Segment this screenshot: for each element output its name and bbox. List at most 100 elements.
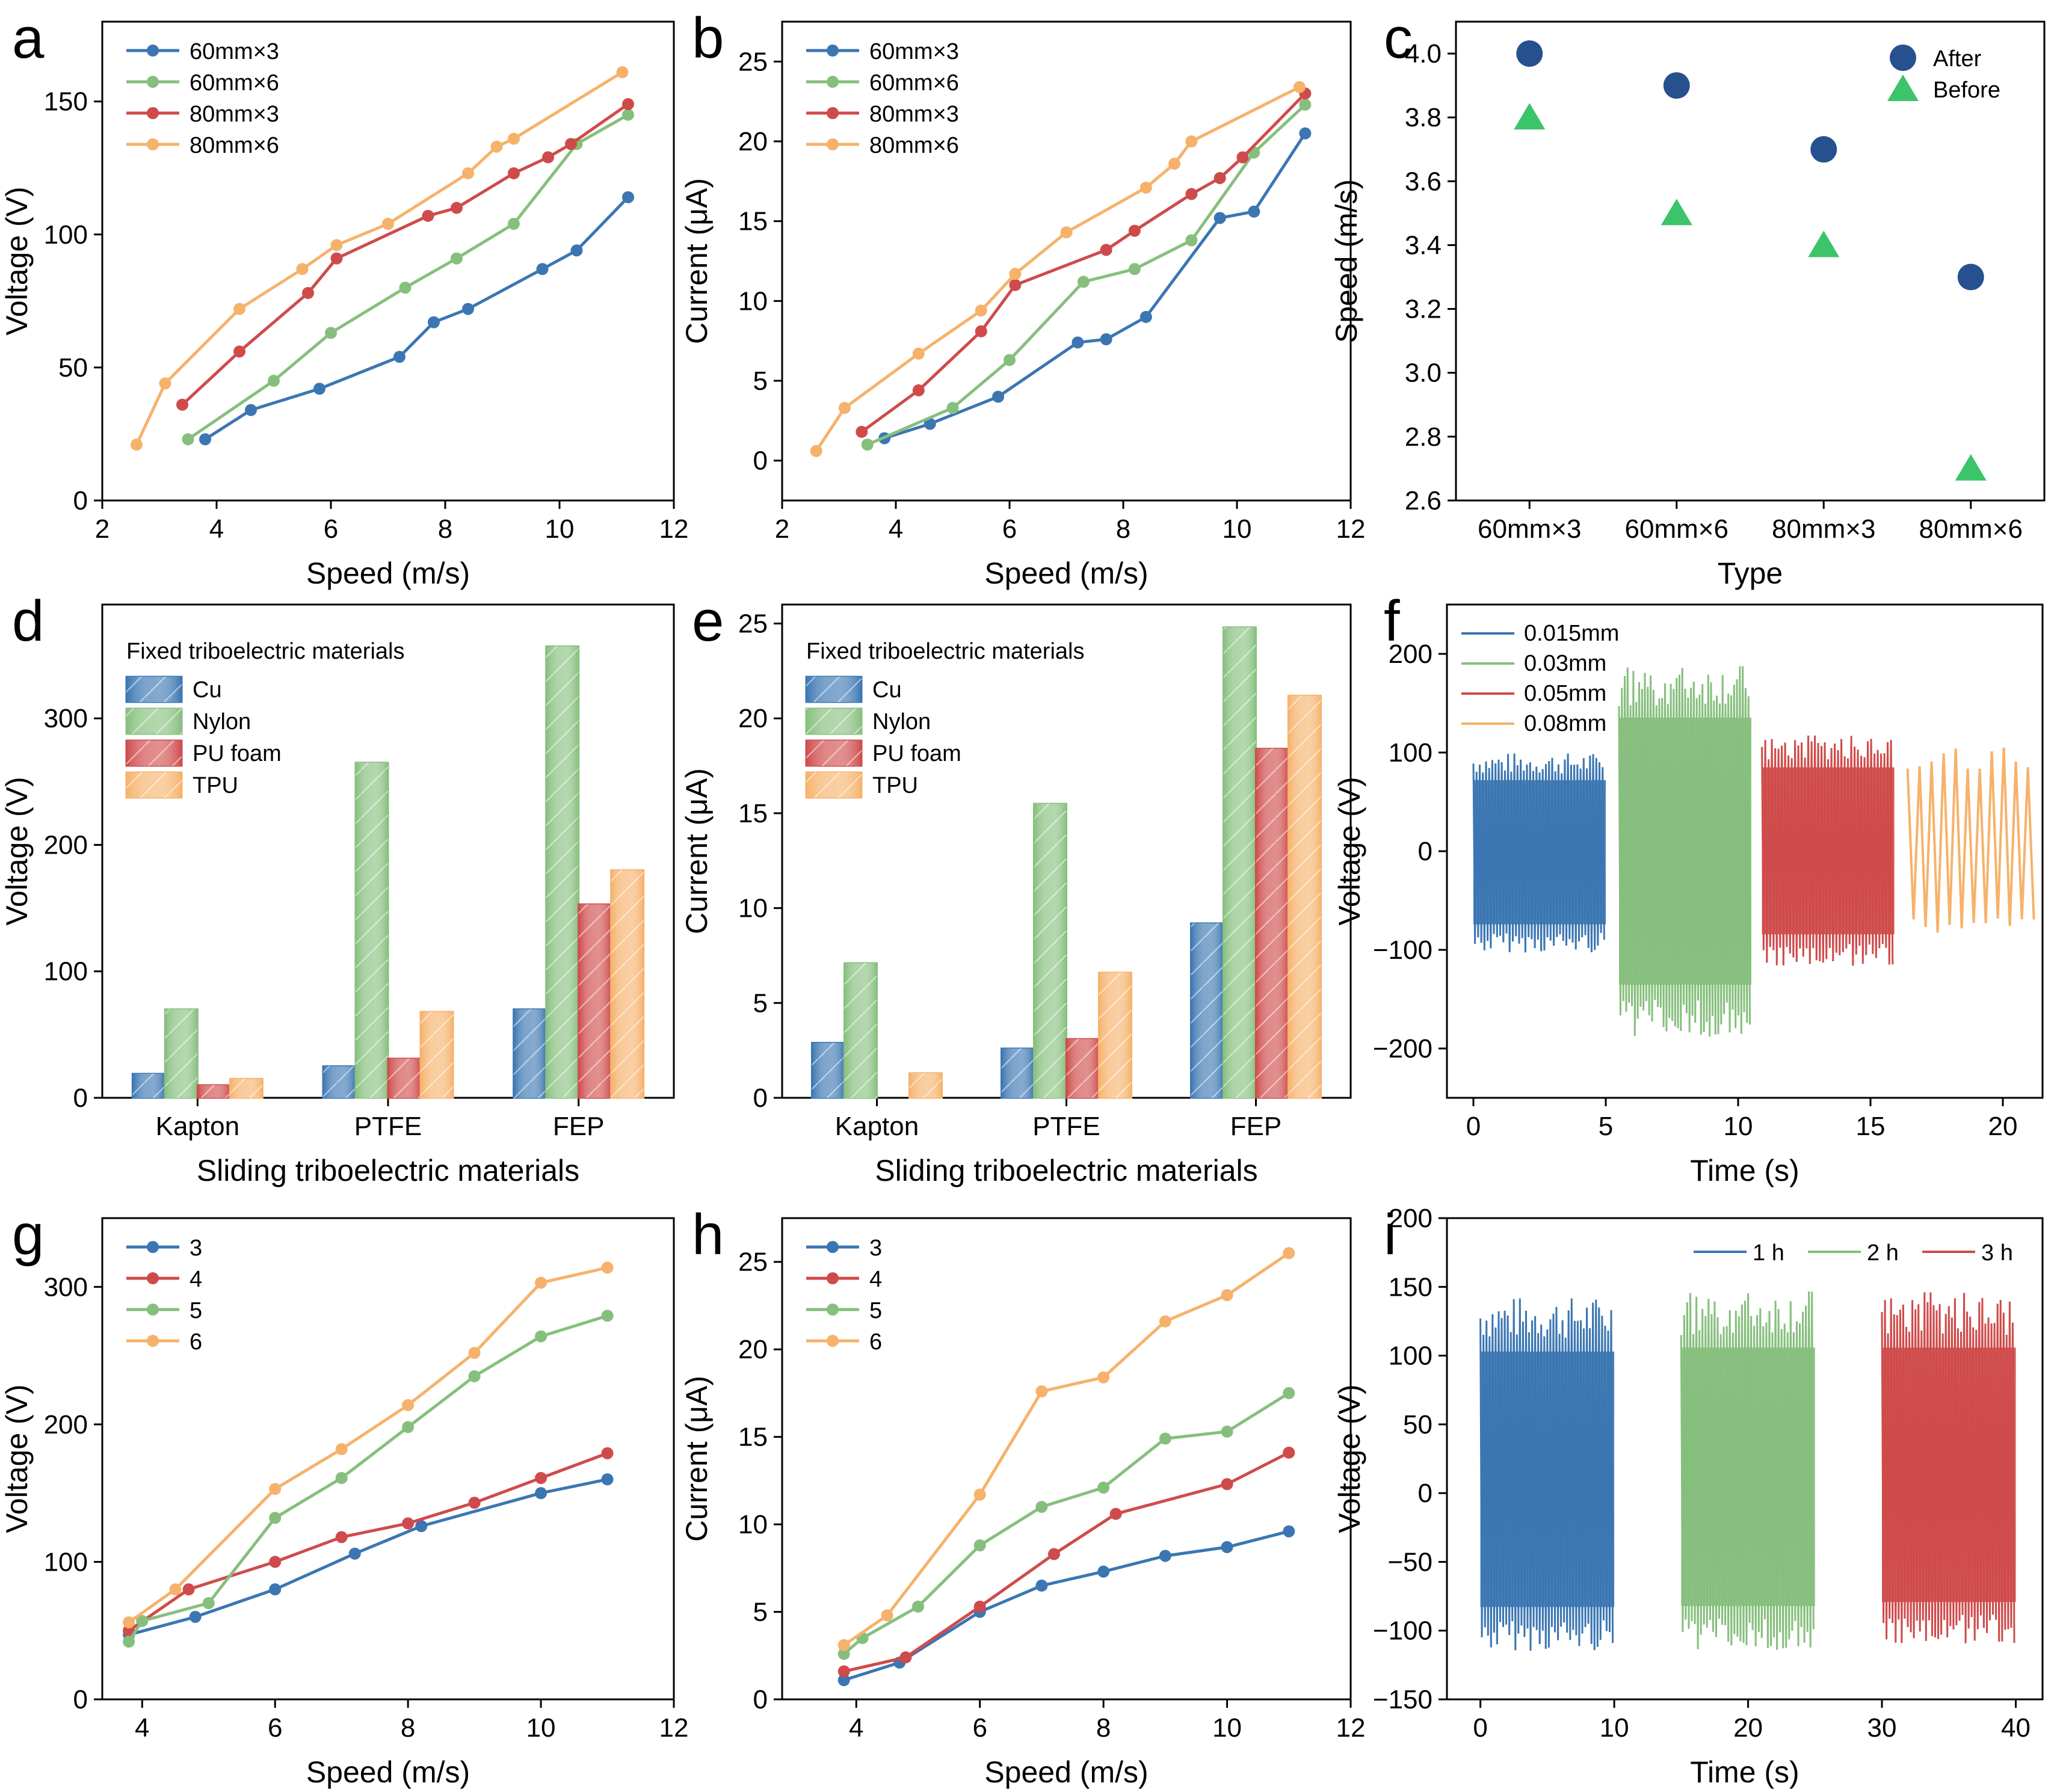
series-80mm×3 [176, 98, 634, 411]
legend-swatch-hatch [126, 709, 182, 734]
data-point [899, 1651, 912, 1664]
data-point [1663, 72, 1690, 99]
x-tick-label: Kapton [835, 1112, 919, 1141]
bar [908, 1072, 943, 1099]
series-5 [837, 1387, 1295, 1660]
data-point [837, 1674, 850, 1686]
data-point [1661, 199, 1692, 226]
y-tick-label: 100 [1389, 738, 1432, 768]
data-point [1236, 151, 1249, 164]
legend-item: 60mm×6 [806, 70, 959, 96]
y-tick-label: 3.0 [1405, 359, 1442, 388]
bar [610, 869, 645, 1099]
bar [1288, 694, 1322, 1099]
bar [1255, 748, 1289, 1099]
data-point [861, 439, 874, 451]
x-axis-title: Speed (m/s) [306, 556, 470, 590]
legend-swatch-marker [827, 1241, 839, 1253]
plot-frame [781, 1217, 1352, 1701]
bar [131, 1073, 166, 1099]
data-point [535, 1276, 547, 1289]
data-point [1047, 1548, 1060, 1560]
data-point [508, 132, 520, 145]
data-point [176, 398, 188, 411]
data-point [1159, 1315, 1171, 1328]
signal-trace [1906, 747, 2035, 933]
legend-label: TPU [193, 773, 238, 798]
signal-trace [1618, 666, 1751, 1037]
y-tick-label: 20 [738, 704, 768, 733]
series-5 [123, 1310, 614, 1648]
y-axis-title: Voltage (V) [1333, 777, 1366, 925]
data-point [856, 425, 868, 438]
data-point [881, 1609, 893, 1622]
legend-swatch-marker [147, 107, 159, 119]
x-tick-label: 12 [1336, 514, 1366, 544]
data-point [1283, 1387, 1295, 1399]
bar [545, 645, 580, 1099]
legend-swatch-hatch [126, 677, 182, 702]
legend-swatch-marker [147, 1304, 159, 1316]
data-point [330, 239, 343, 251]
data-point [325, 327, 337, 339]
data-point [402, 1517, 415, 1530]
data-point [233, 345, 245, 358]
data-point [1139, 181, 1152, 194]
panel-label: b [692, 6, 724, 70]
series-line [128, 1452, 608, 1632]
x-tick-label: 8 [1096, 1713, 1111, 1743]
y-tick-label: 300 [44, 1272, 88, 1302]
data-point [1128, 224, 1141, 237]
data-point [1221, 1478, 1233, 1491]
y-tick-label: −200 [1373, 1034, 1432, 1064]
data-point [946, 402, 959, 414]
x-tick-label: 20 [1733, 1713, 1763, 1743]
panel-c: 2.6 2.8 3.0 3.2 3.4 3.6 3.8 4.0 Type Speed (m/s) c… [1330, 6, 2046, 590]
legend-item: 60mm×3 [806, 39, 959, 64]
legend-item: 80mm×6 [126, 133, 279, 158]
legend: After Before [1887, 45, 2000, 103]
y-tick-label: 3.4 [1405, 230, 1442, 260]
bar [1001, 1047, 1035, 1099]
data-point [335, 1472, 348, 1484]
data-point [313, 383, 325, 395]
bar [1098, 971, 1132, 1099]
y-tick-label: −50 [1387, 1547, 1432, 1577]
x-tick-label: 8 [1116, 514, 1130, 544]
data-point [1109, 1507, 1122, 1520]
legend-item: 80mm×3 [806, 102, 959, 127]
legend-label: TPU [872, 773, 918, 798]
legend: Fixed triboelectric materials Cu Nylon PU f… [805, 639, 1084, 799]
data-point [508, 167, 520, 180]
data-point [1060, 226, 1073, 239]
legend-label: 0.03mm [1524, 651, 1606, 676]
series-60mm×6 [182, 108, 634, 446]
y-tick-label: 25 [738, 1248, 768, 1277]
legend-swatch-marker [147, 138, 159, 150]
data-point [1516, 40, 1543, 67]
x-tick-label: 5 [1599, 1112, 1613, 1141]
data-point [1185, 188, 1198, 200]
legend-label: 0.015mm [1524, 621, 1619, 646]
data-point [601, 1261, 614, 1274]
legend-item: 1 h [1694, 1240, 1784, 1266]
panel-label: c [1384, 6, 1413, 70]
legend-item: 60mm×3 [126, 39, 279, 64]
x-axis-title: Sliding triboelectric materials [197, 1154, 579, 1187]
data-point [622, 191, 634, 203]
series-0.08mm [1906, 747, 2035, 933]
data-point [415, 1520, 428, 1532]
x-tick-label: 6 [972, 1713, 987, 1743]
data-point [268, 375, 280, 387]
series-3 h [1881, 1292, 2016, 1643]
legend: Fixed triboelectric materials Cu Nylon PU f… [125, 639, 404, 799]
data-point [622, 108, 634, 121]
legend-item: 2 h [1808, 1240, 1899, 1266]
legend-label: 80mm×3 [190, 102, 279, 127]
data-point [508, 218, 520, 230]
data-point [189, 1610, 202, 1623]
x-tick-label: Kapton [156, 1112, 239, 1141]
legend-label: 5 [190, 1298, 202, 1323]
x-tick-label: 12 [659, 514, 689, 544]
data-point [1035, 1579, 1048, 1592]
